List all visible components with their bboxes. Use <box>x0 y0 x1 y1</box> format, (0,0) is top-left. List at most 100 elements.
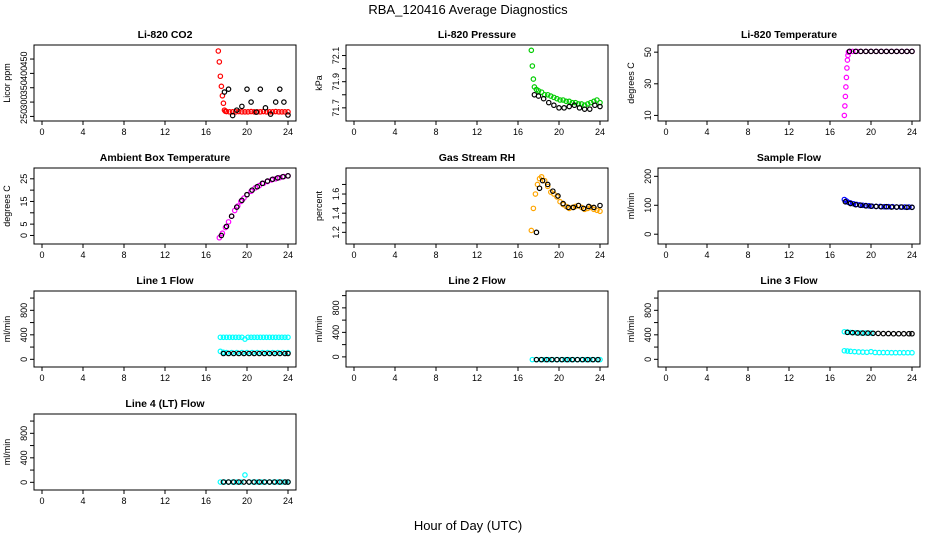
data-point <box>220 350 227 357</box>
data-point <box>239 109 245 115</box>
data-point <box>909 330 915 337</box>
data-point <box>253 109 260 115</box>
data-point <box>220 334 227 341</box>
figure-title: RBA_120416 Average Diagnostics <box>368 2 568 17</box>
data-point <box>226 109 233 115</box>
data-point <box>244 191 250 198</box>
data-point <box>260 334 267 341</box>
data-point <box>272 334 279 341</box>
data-point <box>555 193 561 199</box>
data-point <box>271 350 278 357</box>
data-point <box>595 356 601 363</box>
data-point <box>530 205 537 212</box>
y-tick-label: 300 <box>19 95 29 110</box>
data-point <box>909 48 915 55</box>
data-point <box>285 350 291 357</box>
data-point <box>276 479 283 485</box>
data-point <box>251 479 257 485</box>
data-point <box>544 181 551 188</box>
x-tick-label: 8 <box>121 127 126 137</box>
data-point <box>533 356 540 363</box>
x-tick-label: 4 <box>704 250 709 260</box>
y-tick-label: 250 <box>19 109 29 124</box>
plot-frame <box>33 167 297 245</box>
data-point <box>906 204 912 210</box>
data-point <box>566 103 573 110</box>
data-point <box>554 194 560 200</box>
data-point <box>854 330 861 336</box>
data-point <box>569 356 576 363</box>
data-point <box>547 93 554 99</box>
data-point <box>580 205 587 212</box>
data-point <box>217 73 224 80</box>
data-point <box>543 356 550 363</box>
x-tick-label: 24 <box>595 250 605 260</box>
x-tick-label: 20 <box>554 373 564 383</box>
data-point <box>585 203 592 210</box>
data-point <box>242 109 248 115</box>
data-point <box>841 328 848 335</box>
x-tick-label: 0 <box>39 250 44 260</box>
x-tick-label: 24 <box>907 373 917 383</box>
x-tick-label: 16 <box>513 373 523 383</box>
series-rh-mean <box>533 177 603 236</box>
series-temperature <box>841 48 915 119</box>
y-tick-label: 400 <box>19 66 29 81</box>
data-point <box>586 106 593 112</box>
data-point <box>868 203 874 209</box>
data-point <box>557 97 563 103</box>
data-point <box>528 227 535 234</box>
data-point <box>229 334 236 341</box>
data-point <box>266 350 273 357</box>
data-point <box>888 48 895 55</box>
x-tick-label: 4 <box>704 127 709 137</box>
data-point <box>218 232 225 239</box>
x-tick-label: 12 <box>160 127 170 137</box>
y-tick-label: 15 <box>19 196 29 206</box>
x-tick-label: 0 <box>351 250 356 260</box>
plot-frame <box>345 44 609 122</box>
x-tick-label: 8 <box>745 373 750 383</box>
y-axis-label: ml/min <box>626 316 636 343</box>
data-point <box>275 109 282 115</box>
data-point <box>561 105 567 111</box>
data-point <box>597 202 603 209</box>
x-tick-label: 16 <box>513 127 523 137</box>
panel-6: Sample Flow 0 4 8 12 16 20 24 0 100 200 ml/min <box>626 152 921 260</box>
x-tick-label: 8 <box>745 250 750 260</box>
data-point <box>847 200 854 207</box>
data-point <box>238 479 244 485</box>
data-point <box>223 334 230 341</box>
series-box-temperature-mean <box>218 173 291 239</box>
data-point <box>559 356 565 363</box>
data-point <box>248 99 254 105</box>
data-point <box>859 330 866 336</box>
x-tick-label: 20 <box>242 496 252 506</box>
x-tick-label: 12 <box>160 373 170 383</box>
y-tick-label: 100 <box>643 198 653 213</box>
y-axis-label: kPa <box>314 75 324 91</box>
panel-title: Line 3 Flow <box>760 275 818 287</box>
data-point <box>873 48 879 55</box>
data-point <box>241 479 247 485</box>
data-point <box>597 356 603 363</box>
x-tick-label: 4 <box>392 127 397 137</box>
plot-frame <box>657 290 921 368</box>
x-tick-label: 16 <box>201 496 211 506</box>
data-point <box>248 188 254 195</box>
data-point <box>267 111 274 117</box>
data-point <box>276 86 283 92</box>
data-point <box>282 109 288 115</box>
x-tick-label: 16 <box>201 373 211 383</box>
data-point <box>544 183 551 190</box>
data-point <box>217 334 224 341</box>
data-point <box>285 112 291 118</box>
data-point <box>248 334 254 341</box>
panel-10: Line 4 (LT) Flow 0 4 8 12 16 20 24 0 400 800 ml/min <box>2 398 297 506</box>
x-tick-label: 12 <box>784 127 794 137</box>
data-point <box>566 98 573 105</box>
x-tick-label: 8 <box>121 373 126 383</box>
data-point <box>280 173 286 180</box>
y-tick-label: 400 <box>331 325 341 340</box>
